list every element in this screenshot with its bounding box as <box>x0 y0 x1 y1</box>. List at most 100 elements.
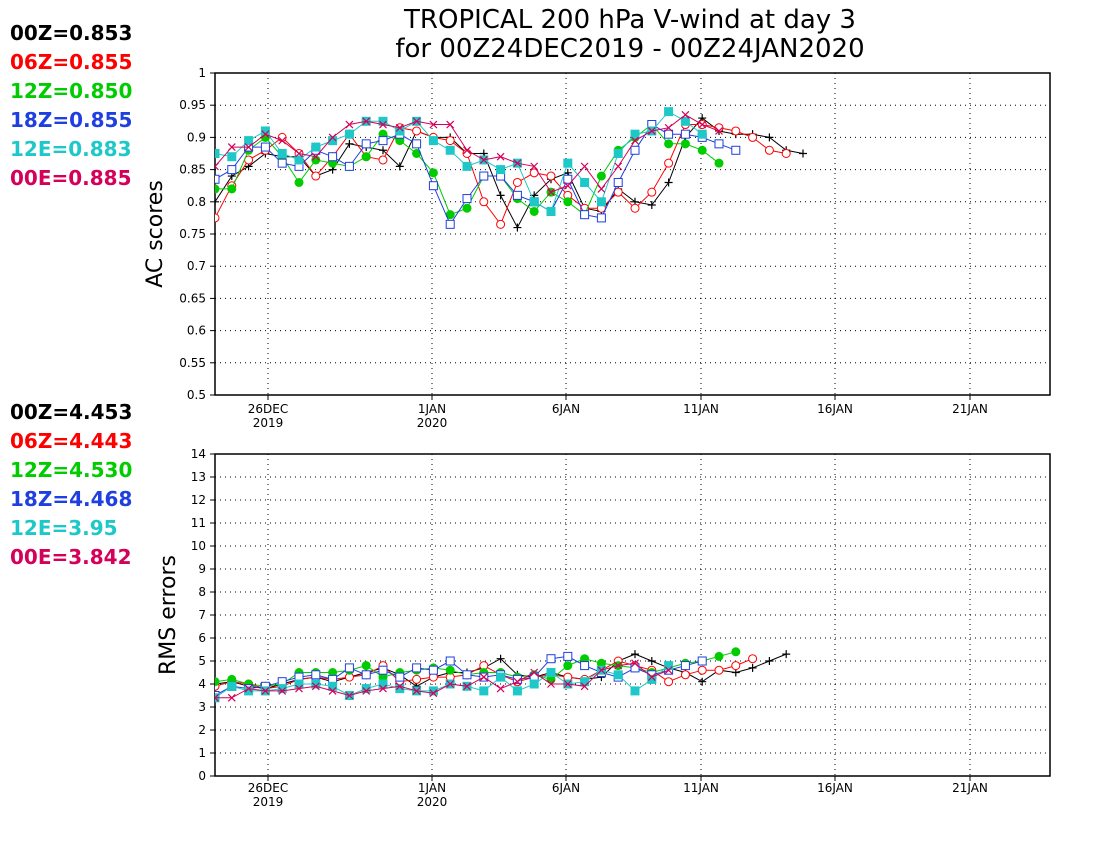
data-point-00z <box>215 197 219 206</box>
y-tick-label: 7 <box>198 608 206 622</box>
data-point-12e <box>630 129 640 139</box>
data-point-12e <box>496 165 506 175</box>
data-point-00e <box>479 673 488 682</box>
data-point-12e <box>529 679 539 689</box>
legend-entry-12z: 12Z=0.850 <box>10 79 132 103</box>
y-tick-label: 6 <box>198 631 206 645</box>
data-point-12z <box>596 171 606 181</box>
data-point-18z <box>227 165 237 175</box>
data-point-00z <box>395 162 404 171</box>
data-point-18z <box>361 139 371 149</box>
data-point-12z <box>428 168 438 178</box>
data-point-00e <box>614 162 623 171</box>
data-point-12e <box>664 661 674 671</box>
x-tick-label: 26DEC <box>248 402 288 416</box>
data-point-12z <box>412 149 422 158</box>
series-line-00z <box>215 117 804 229</box>
data-point-18z <box>428 181 438 191</box>
data-point-12z <box>445 665 455 675</box>
data-point-00e <box>429 120 438 129</box>
data-point-06z <box>378 155 388 165</box>
data-point-00e <box>215 162 219 171</box>
data-point-06z <box>546 171 556 181</box>
data-point-18z <box>580 210 590 220</box>
data-point-18z <box>412 663 422 673</box>
x-tick-label: 1JAN <box>418 781 446 795</box>
x-tick-label: 6JAN <box>552 402 580 416</box>
data-point-00e <box>328 133 337 142</box>
y-tick-label: 9 <box>198 562 206 576</box>
data-point-12e <box>277 149 287 158</box>
data-point-00z <box>496 191 505 200</box>
data-point-12z <box>378 672 388 682</box>
x-tick-label: 1JAN <box>418 402 446 416</box>
data-point-00e <box>631 659 639 668</box>
data-point-18z <box>277 158 287 168</box>
data-point-12z <box>563 197 573 207</box>
data-point-12z <box>714 158 724 168</box>
data-point-00e <box>479 156 488 164</box>
y-tick-label: 2 <box>198 723 206 737</box>
x-tick-label: 21JAN <box>952 402 988 416</box>
data-point-18z <box>445 219 455 229</box>
data-point-12z <box>361 661 371 671</box>
data-point-12z <box>328 668 338 677</box>
x-tick-year-label: 2019 <box>253 795 284 809</box>
data-point-00z <box>379 146 387 155</box>
data-point-00z <box>513 223 522 232</box>
data-point-12z <box>714 651 724 661</box>
x-tick-label: 16JAN <box>817 781 853 795</box>
data-point-00e <box>311 152 320 161</box>
data-point-00e <box>530 668 539 677</box>
data-point-18z <box>596 213 606 223</box>
data-point-00e <box>580 162 589 171</box>
legend-entry-06z: 06Z=4.443 <box>10 429 132 453</box>
x-tick-label: 6JAN <box>552 781 580 795</box>
y-tick-label: 5 <box>198 654 206 668</box>
data-point-00e <box>513 677 522 686</box>
data-point-06z <box>664 158 674 168</box>
data-point-00e <box>547 188 555 197</box>
data-point-00e <box>496 152 505 161</box>
data-point-18z <box>215 174 220 184</box>
data-point-00e <box>446 680 455 688</box>
data-point-18z <box>311 670 321 680</box>
data-point-00e <box>597 666 606 675</box>
x-tick-label: 16JAN <box>817 402 853 416</box>
data-point-12z <box>596 658 606 668</box>
data-point-00z <box>496 654 505 663</box>
y-tick-label: 13 <box>191 470 206 484</box>
data-point-06z <box>613 187 623 197</box>
data-point-12e <box>697 129 707 139</box>
data-point-00e <box>227 693 236 702</box>
data-point-12e <box>596 197 606 207</box>
y-tick-label: 0.75 <box>179 227 206 241</box>
data-point-06z <box>697 665 707 675</box>
data-point-00z <box>748 663 757 672</box>
data-point-06z <box>496 219 506 229</box>
x-tick-label: 21JAN <box>952 781 988 795</box>
data-point-12e <box>613 670 623 680</box>
data-point-12e <box>428 136 438 146</box>
series-line-00e <box>215 662 669 699</box>
data-point-12e <box>328 681 338 691</box>
data-point-06z <box>479 197 489 207</box>
data-point-06z <box>714 665 724 675</box>
data-point-00z <box>765 657 774 665</box>
data-point-00e <box>362 117 371 126</box>
data-point-12z <box>580 654 590 664</box>
data-point-00z <box>765 133 774 142</box>
data-point-12e <box>580 177 590 187</box>
legend-entry-00z: 00Z=0.853 <box>10 21 132 45</box>
data-point-00e <box>261 130 270 139</box>
data-point-00e <box>429 689 438 698</box>
data-point-18z <box>664 129 674 139</box>
data-point-00e <box>580 682 589 691</box>
data-point-00z <box>647 201 656 210</box>
data-point-12z <box>445 210 455 220</box>
data-point-12e <box>294 679 304 689</box>
data-point-00e <box>379 684 387 693</box>
data-point-12z <box>311 155 321 165</box>
data-point-00e <box>463 146 471 155</box>
data-point-12z <box>680 139 690 149</box>
